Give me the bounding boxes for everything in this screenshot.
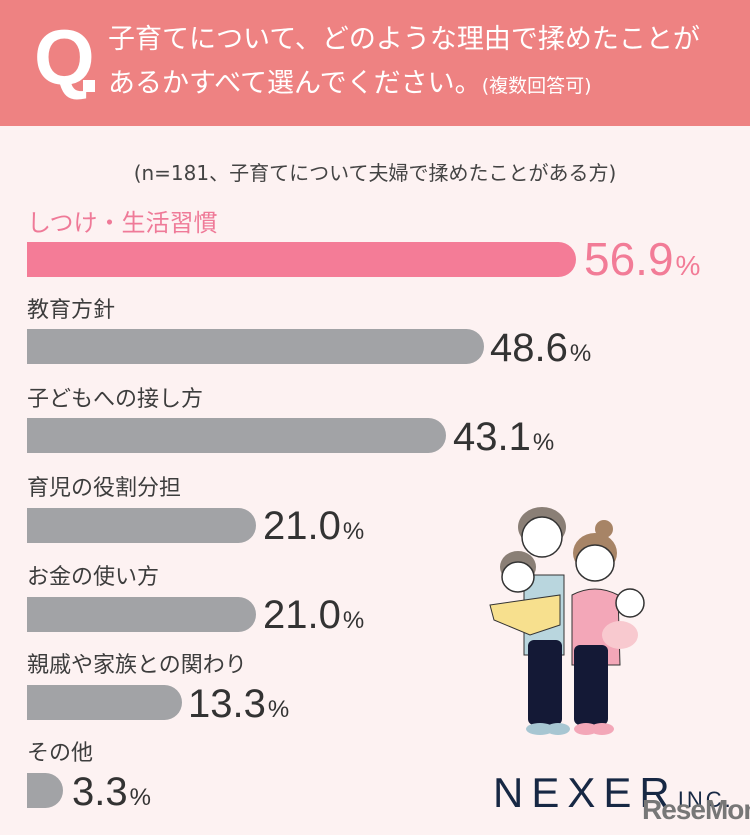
value-number: 48.6 (490, 326, 568, 370)
q-dot (83, 80, 95, 92)
value-label: 3.3% (72, 772, 151, 812)
value-label: 48.6% (490, 328, 591, 368)
question-line-2-text: あるかすべて選んでください。 (108, 68, 482, 99)
value-label: 13.3% (188, 684, 289, 724)
bar (27, 418, 446, 453)
bar (27, 242, 576, 277)
question-line-2: あるかすべて選んでください。(複数回答可) (108, 70, 592, 97)
resemom-watermark: ReseMom (642, 794, 750, 825)
value-unit: % (569, 340, 592, 367)
bar (27, 773, 63, 808)
bar (27, 597, 256, 632)
value-number: 21.0 (263, 593, 341, 637)
row-label: 育児の役割分担 (27, 476, 182, 501)
question-note: (複数回答可) (481, 75, 592, 97)
row-label: 子どもへの接し方 (27, 387, 204, 412)
value-unit: % (267, 696, 290, 723)
value-label: 21.0% (263, 595, 364, 635)
value-unit: % (342, 518, 365, 545)
bar (27, 329, 484, 364)
value-number: 3.3 (72, 770, 128, 814)
value-number: 13.3 (188, 682, 266, 726)
value-number: 21.0 (263, 504, 341, 548)
value-number: 43.1 (453, 415, 531, 459)
value-label: 56.9% (584, 236, 700, 282)
value-unit: % (342, 607, 365, 634)
value-number: 56.9 (584, 233, 674, 285)
row-label: 親戚や家族との関わり (27, 653, 247, 678)
value-label: 21.0% (263, 506, 364, 546)
nexer-logo: NEXERINC. (493, 772, 734, 814)
logo-name: NEXER (493, 769, 678, 816)
logo-suffix: INC. (677, 787, 734, 812)
question-line-1: 子育てについて、どのような理由で揉めたことが (108, 24, 700, 55)
row-label: 教育方針 (27, 298, 116, 323)
family-illustration (489, 507, 645, 735)
value-label: 43.1% (453, 417, 554, 457)
sample-subtitle: (n=181、子育てについて夫婦で揉めたことがある方) (133, 161, 617, 185)
bar (27, 508, 256, 543)
value-unit: % (675, 250, 701, 281)
value-unit: % (532, 429, 555, 456)
bar (27, 685, 182, 720)
row-label: その他 (27, 741, 94, 766)
row-label: お金の使い方 (27, 565, 160, 590)
value-unit: % (129, 784, 151, 811)
row-label: しつけ・生活習慣 (27, 209, 218, 237)
question-header: Q 子育てについて、どのような理由で揉めたことが あるかすべて選んでください。(… (0, 0, 750, 126)
